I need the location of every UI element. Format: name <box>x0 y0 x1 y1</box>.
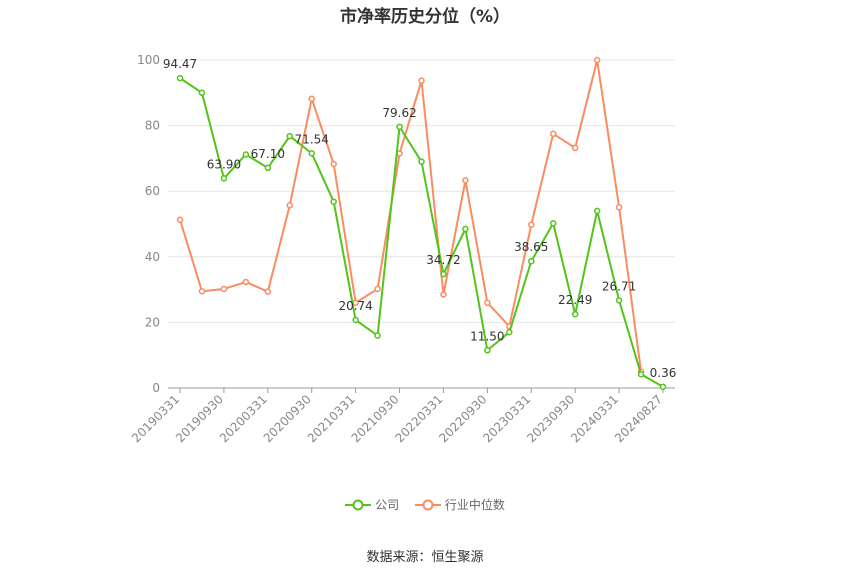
data-label-company: 11.50 <box>470 329 504 343</box>
data-label-company: 67.10 <box>251 147 285 161</box>
data-label-company: 79.62 <box>382 106 416 120</box>
point-company <box>659 383 667 391</box>
point-company <box>308 150 315 157</box>
point-industry <box>176 216 184 223</box>
point-industry <box>418 77 425 84</box>
point-company <box>593 207 601 215</box>
legend-industry-marker-icon <box>414 499 441 510</box>
point-company <box>374 332 381 339</box>
point-industry <box>330 160 337 168</box>
data-label-company: 71.54 <box>295 132 329 146</box>
data-label-company: 22.49 <box>558 293 592 307</box>
point-industry <box>528 221 535 228</box>
point-industry <box>286 202 294 209</box>
grid <box>168 59 675 389</box>
point-company <box>198 89 206 97</box>
point-company <box>286 132 294 140</box>
point-industry <box>308 95 315 102</box>
legend-company-marker-icon <box>345 499 372 510</box>
point-company <box>440 270 447 278</box>
y-tick-label: 20 <box>145 315 160 329</box>
point-company <box>330 198 337 205</box>
legend-label-company: 公司 <box>375 498 400 512</box>
series <box>176 56 667 391</box>
point-company <box>528 257 535 265</box>
point-company <box>506 328 513 336</box>
point-industry <box>571 144 579 152</box>
point-company <box>637 370 645 378</box>
chart-title: 市净率历史分位（%） <box>339 7 511 27</box>
point-industry <box>462 177 469 184</box>
point-industry <box>242 278 250 286</box>
y-tick-label: 0 <box>152 381 160 395</box>
source-note: 数据来源：恒生聚源 <box>366 550 484 565</box>
y-tick-label: 60 <box>145 184 160 198</box>
point-company <box>484 347 491 354</box>
legend: 公司 行业中位数 <box>0 496 850 515</box>
point-industry <box>593 56 601 64</box>
point-industry <box>220 285 228 293</box>
legend-item-company[interactable]: 公司 <box>345 496 399 513</box>
point-company <box>571 310 579 318</box>
legend-item-industry[interactable]: 行业中位数 <box>414 496 505 513</box>
point-industry <box>549 130 557 138</box>
point-company <box>549 220 557 227</box>
data-label-company: 63.90 <box>207 157 241 171</box>
point-industry <box>374 285 381 293</box>
point-industry <box>615 204 623 211</box>
data-label-company: 94.47 <box>163 57 197 71</box>
point-company <box>396 123 403 131</box>
data-label-company: 20.74 <box>338 299 372 313</box>
data-label-company: 26.71 <box>602 279 636 293</box>
point-company <box>220 175 228 182</box>
point-industry <box>264 288 272 295</box>
x-tick-label: 20240827 <box>612 392 665 445</box>
data-label-company: 34.72 <box>426 253 460 267</box>
series-line-company <box>179 77 664 388</box>
point-company <box>615 297 623 304</box>
point-company <box>462 225 469 233</box>
point-company <box>242 151 250 158</box>
point-company <box>352 316 359 324</box>
legend-label-industry: 行业中位数 <box>444 498 505 512</box>
y-tick-label: 40 <box>145 250 160 264</box>
point-industry <box>484 299 491 306</box>
y-tick-label: 100 <box>137 53 160 67</box>
data-label-company: 0.36 <box>650 366 677 380</box>
point-industry <box>198 287 206 295</box>
data-label-company: 38.65 <box>514 240 548 254</box>
point-company <box>418 158 425 165</box>
series-line-industry <box>179 59 643 372</box>
data-labels: 94.47 63.90 67.10 71.54 20.74 79.62 34.72 11.50… <box>163 57 677 380</box>
y-tick-label: 80 <box>145 119 160 133</box>
point-company <box>264 164 272 172</box>
point-company <box>176 74 184 82</box>
point-industry <box>440 291 447 298</box>
